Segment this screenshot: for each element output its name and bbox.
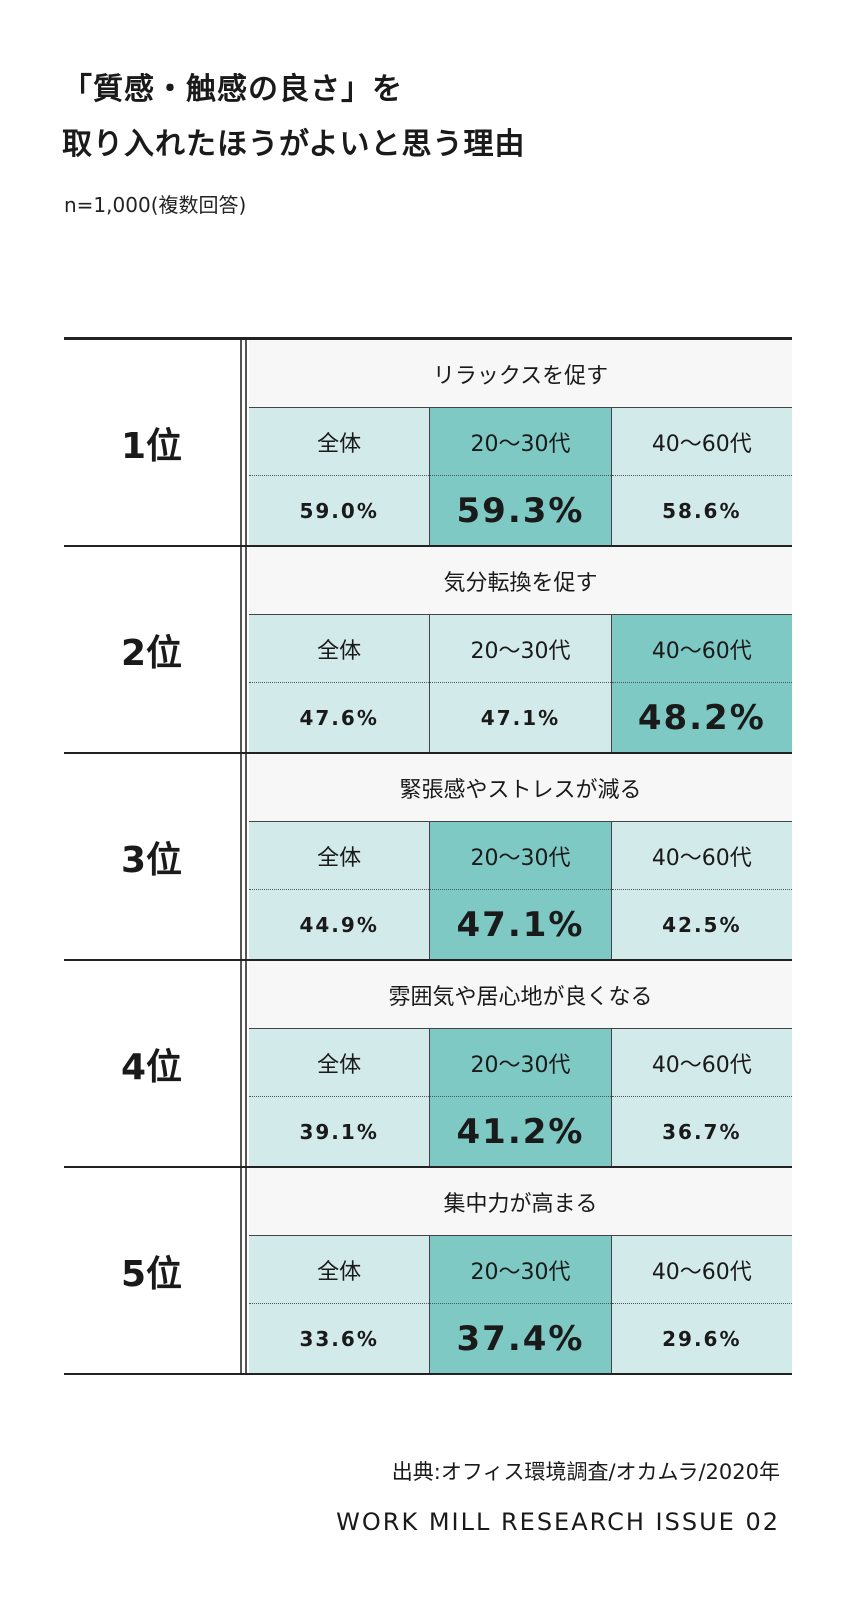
value-cells: 全体 39.1% 20〜30代 41.2% 40〜60代 36.7%: [249, 1029, 792, 1166]
value-cell: 20〜30代 47.1%: [430, 822, 612, 959]
divider-line: [240, 340, 242, 545]
data-value: 47.6%: [299, 705, 379, 730]
reason-label: 雰囲気や居心地が良くなる: [249, 961, 792, 1029]
column-label: 20〜30代: [430, 1029, 611, 1097]
ranking-table: 1位 リラックスを促す 全体 59.0% 20〜30代 59.3% 40〜60代 58.6% 2…: [64, 337, 792, 1375]
divider-line: [245, 754, 247, 959]
data-value: 41.2%: [456, 1111, 585, 1152]
divider-line: [240, 754, 242, 959]
divider-line: [240, 547, 242, 752]
rank-block: 2位 気分転換を促す 全体 47.6% 20〜30代 47.1% 40〜60代 48.2%: [64, 547, 792, 754]
data-value: 44.9%: [299, 912, 379, 937]
rank-label: 4位: [120, 1046, 183, 1088]
column-label: 全体: [249, 1029, 430, 1097]
data-value: 59.0%: [299, 498, 379, 523]
column-label: 40〜60代: [611, 615, 792, 683]
value-cell: 全体 44.9%: [249, 822, 431, 959]
source-note: 出典:オフィス環境調査/オカムラ/2020年: [391, 1460, 780, 1484]
sample-size-note: n=1,000(複数回答): [64, 193, 247, 217]
reason-label: 集中力が高まる: [249, 1168, 792, 1236]
column-label: 20〜30代: [430, 408, 611, 476]
data-value: 39.1%: [299, 1119, 379, 1144]
value-cell: 全体 33.6%: [249, 1236, 431, 1373]
title-line-2: 取り入れたほうがよいと思う理由: [62, 127, 526, 162]
divider-line: [245, 1168, 247, 1373]
value-cell: 全体 59.0%: [249, 408, 431, 545]
value-cell: 40〜60代 42.5%: [611, 822, 792, 959]
value-cell: 40〜60代 29.6%: [611, 1236, 792, 1373]
value-cell: 40〜60代 36.7%: [611, 1029, 792, 1166]
rank-label: 5位: [120, 1253, 183, 1295]
column-label: 20〜30代: [430, 822, 611, 890]
value-cell: 20〜30代 41.2%: [430, 1029, 612, 1166]
value-cell: 20〜30代 47.1%: [430, 615, 612, 752]
column-label: 20〜30代: [430, 615, 611, 683]
column-label: 全体: [249, 1236, 430, 1304]
rank-detail: 集中力が高まる 全体 33.6% 20〜30代 37.4% 40〜60代 29.6%: [249, 1168, 792, 1373]
column-label: 全体: [249, 408, 430, 476]
page-title: 「質感・触感の良さ」を 取り入れたほうがよいと思う理由: [62, 62, 526, 172]
divider-line: [240, 961, 242, 1166]
rank-label: 3位: [120, 839, 183, 881]
data-value: 48.2%: [637, 697, 766, 738]
reason-label: リラックスを促す: [249, 340, 792, 408]
reason-label: 緊張感やストレスが減る: [249, 754, 792, 822]
data-value: 36.7%: [662, 1119, 742, 1144]
value-cell: 全体 47.6%: [249, 615, 431, 752]
rank-block: 4位 雰囲気や居心地が良くなる 全体 39.1% 20〜30代 41.2% 40〜60代 36…: [64, 961, 792, 1168]
ranking-rows: 1位 リラックスを促す 全体 59.0% 20〜30代 59.3% 40〜60代 58.6% 2…: [64, 340, 792, 1375]
data-value: 58.6%: [662, 498, 742, 523]
divider-line: [245, 340, 247, 545]
data-value: 47.1%: [456, 904, 585, 945]
value-cell: 40〜60代 48.2%: [611, 615, 792, 752]
rank-detail: 気分転換を促す 全体 47.6% 20〜30代 47.1% 40〜60代 48.2%: [249, 547, 792, 752]
column-label: 全体: [249, 822, 430, 890]
value-cells: 全体 59.0% 20〜30代 59.3% 40〜60代 58.6%: [249, 408, 792, 545]
table-top-rule: [64, 337, 792, 340]
value-cell: 20〜30代 37.4%: [430, 1236, 612, 1373]
rank-detail: 緊張感やストレスが減る 全体 44.9% 20〜30代 47.1% 40〜60代 42.5%: [249, 754, 792, 959]
rank-block: 1位 リラックスを促す 全体 59.0% 20〜30代 59.3% 40〜60代 58.6%: [64, 340, 792, 547]
column-label: 40〜60代: [611, 1029, 792, 1097]
divider-line: [240, 1168, 242, 1373]
rank-detail: リラックスを促す 全体 59.0% 20〜30代 59.3% 40〜60代 58.6%: [249, 340, 792, 545]
title-line-1: 「質感・触感の良さ」を: [62, 72, 403, 107]
rank-block: 3位 緊張感やストレスが減る 全体 44.9% 20〜30代 47.1% 40〜60代 42.…: [64, 754, 792, 961]
column-label: 20〜30代: [430, 1236, 611, 1304]
rank-block: 5位 集中力が高まる 全体 33.6% 20〜30代 37.4% 40〜60代 29.6%: [64, 1168, 792, 1375]
value-cell: 40〜60代 58.6%: [611, 408, 792, 545]
column-label: 40〜60代: [611, 1236, 792, 1304]
data-value: 37.4%: [456, 1318, 585, 1359]
value-cells: 全体 33.6% 20〜30代 37.4% 40〜60代 29.6%: [249, 1236, 792, 1373]
rank-detail: 雰囲気や居心地が良くなる 全体 39.1% 20〜30代 41.2% 40〜60代 36.7…: [249, 961, 792, 1166]
rank-label: 1位: [120, 425, 183, 467]
data-value: 33.6%: [299, 1326, 379, 1351]
value-cells: 全体 44.9% 20〜30代 47.1% 40〜60代 42.5%: [249, 822, 792, 959]
divider-line: [245, 961, 247, 1166]
reason-label: 気分転換を促す: [249, 547, 792, 615]
data-value: 29.6%: [662, 1326, 742, 1351]
rank-label: 2位: [120, 632, 183, 674]
data-value: 42.5%: [662, 912, 742, 937]
divider-line: [245, 547, 247, 752]
column-label: 40〜60代: [611, 822, 792, 890]
value-cells: 全体 47.6% 20〜30代 47.1% 40〜60代 48.2%: [249, 615, 792, 752]
column-label: 40〜60代: [611, 408, 792, 476]
data-value: 47.1%: [480, 705, 561, 730]
column-label: 全体: [249, 615, 430, 683]
brand-footer: WORK MILL RESEARCH ISSUE 02: [336, 1508, 780, 1536]
value-cell: 20〜30代 59.3%: [430, 408, 612, 545]
value-cell: 全体 39.1%: [249, 1029, 431, 1166]
data-value: 59.3%: [456, 490, 585, 531]
